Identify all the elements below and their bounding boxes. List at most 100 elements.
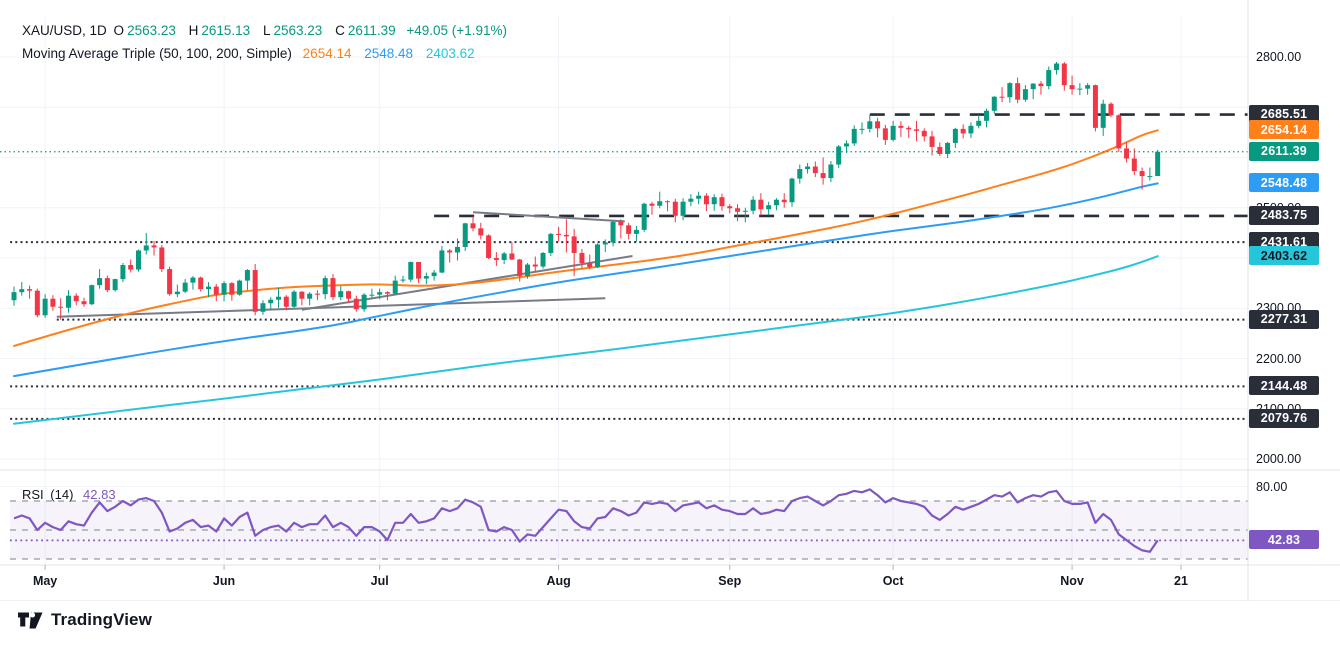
candle[interactable]	[1139, 167, 1145, 190]
candle[interactable]	[174, 284, 180, 298]
candle[interactable]	[913, 120, 919, 142]
candle[interactable]	[1077, 83, 1083, 96]
candle[interactable]	[143, 232, 149, 255]
candle[interactable]	[237, 279, 243, 296]
candle[interactable]	[960, 124, 966, 139]
candle[interactable]	[167, 266, 173, 296]
candle[interactable]	[384, 291, 390, 301]
candle[interactable]	[649, 201, 655, 215]
time-axis-label[interactable]: Sep	[718, 574, 742, 588]
candle[interactable]	[735, 204, 741, 222]
candle[interactable]	[766, 201, 772, 216]
candle[interactable]	[509, 242, 515, 261]
candle[interactable]	[882, 124, 888, 145]
candle[interactable]	[73, 293, 79, 306]
candle[interactable]	[268, 297, 274, 310]
candle[interactable]	[81, 297, 87, 307]
candle[interactable]	[120, 263, 126, 283]
candle[interactable]	[260, 300, 266, 315]
candle[interactable]	[198, 276, 204, 292]
candle[interactable]	[1054, 62, 1060, 75]
candle[interactable]	[135, 249, 141, 272]
candle[interactable]	[221, 281, 227, 302]
candle[interactable]	[353, 295, 359, 312]
candle[interactable]	[346, 290, 352, 303]
candle[interactable]	[1085, 83, 1091, 95]
candle[interactable]	[58, 298, 64, 320]
candle[interactable]	[65, 290, 71, 313]
candle[interactable]	[633, 225, 639, 242]
candle[interactable]	[945, 141, 951, 159]
candle[interactable]	[571, 228, 577, 277]
candle[interactable]	[758, 193, 764, 216]
candle[interactable]	[151, 240, 157, 256]
candle[interactable]	[742, 207, 748, 223]
candle[interactable]	[727, 204, 733, 214]
candle[interactable]	[851, 125, 857, 146]
candle[interactable]	[641, 202, 647, 232]
candle[interactable]	[19, 282, 25, 296]
candle[interactable]	[276, 287, 282, 308]
time-axis-label[interactable]: May	[32, 574, 58, 588]
candle[interactable]	[128, 259, 134, 273]
candle[interactable]	[696, 191, 702, 205]
price-chart-canvas[interactable]	[0, 0, 1340, 601]
candle[interactable]	[252, 264, 258, 316]
candle[interactable]	[486, 234, 492, 260]
candle[interactable]	[1108, 102, 1114, 118]
candle[interactable]	[1030, 83, 1036, 100]
candle[interactable]	[454, 238, 460, 261]
candle[interactable]	[392, 275, 398, 295]
candle[interactable]	[283, 295, 289, 311]
candle[interactable]	[867, 114, 873, 133]
candle[interactable]	[1015, 77, 1021, 104]
candle[interactable]	[875, 117, 881, 138]
candle[interactable]	[828, 161, 834, 183]
candle[interactable]	[618, 219, 624, 239]
candle[interactable]	[377, 288, 383, 300]
candle[interactable]	[836, 144, 842, 169]
candle[interactable]	[579, 248, 585, 269]
candle[interactable]	[1100, 99, 1106, 136]
candle[interactable]	[773, 198, 779, 211]
candle[interactable]	[213, 284, 219, 302]
candle[interactable]	[665, 200, 671, 212]
candle[interactable]	[781, 193, 787, 208]
candle[interactable]	[626, 222, 632, 240]
candle[interactable]	[859, 122, 865, 135]
candle[interactable]	[423, 272, 429, 285]
candle[interactable]	[1124, 142, 1130, 163]
candle[interactable]	[703, 193, 709, 212]
candle[interactable]	[890, 120, 896, 142]
candle[interactable]	[244, 269, 250, 291]
candle[interactable]	[27, 285, 33, 299]
candle[interactable]	[182, 279, 188, 294]
candle[interactable]	[805, 163, 811, 174]
ma-indicator-row[interactable]: Moving Average Triple (50, 100, 200, Sim…	[22, 46, 478, 61]
candle[interactable]	[408, 261, 414, 283]
candle[interactable]	[610, 221, 616, 247]
candle[interactable]	[50, 295, 56, 311]
candle[interactable]	[820, 157, 826, 185]
candle[interactable]	[680, 198, 686, 221]
candle[interactable]	[338, 286, 344, 301]
rsi-indicator-row[interactable]: RSI (14) 42.83	[22, 487, 119, 502]
candle[interactable]	[711, 194, 717, 211]
candle[interactable]	[898, 121, 904, 137]
time-axis-label[interactable]: Jun	[212, 574, 236, 588]
candle[interactable]	[400, 275, 406, 283]
time-axis-label[interactable]: Aug	[546, 574, 571, 588]
candle[interactable]	[602, 239, 608, 252]
candle[interactable]	[750, 196, 756, 215]
candle[interactable]	[330, 274, 336, 301]
candle[interactable]	[431, 270, 437, 281]
candle[interactable]	[34, 288, 40, 318]
candle[interactable]	[984, 108, 989, 128]
candle[interactable]	[42, 294, 48, 318]
symbol-ohlc-row[interactable]: XAU/USD, 1D O 2563.23 H 2615.13 L 2563.23 C…	[22, 23, 510, 38]
candle[interactable]	[999, 87, 1005, 103]
candle[interactable]	[524, 263, 530, 279]
candle[interactable]	[104, 275, 110, 293]
candle[interactable]	[11, 286, 17, 306]
candle[interactable]	[416, 262, 422, 284]
